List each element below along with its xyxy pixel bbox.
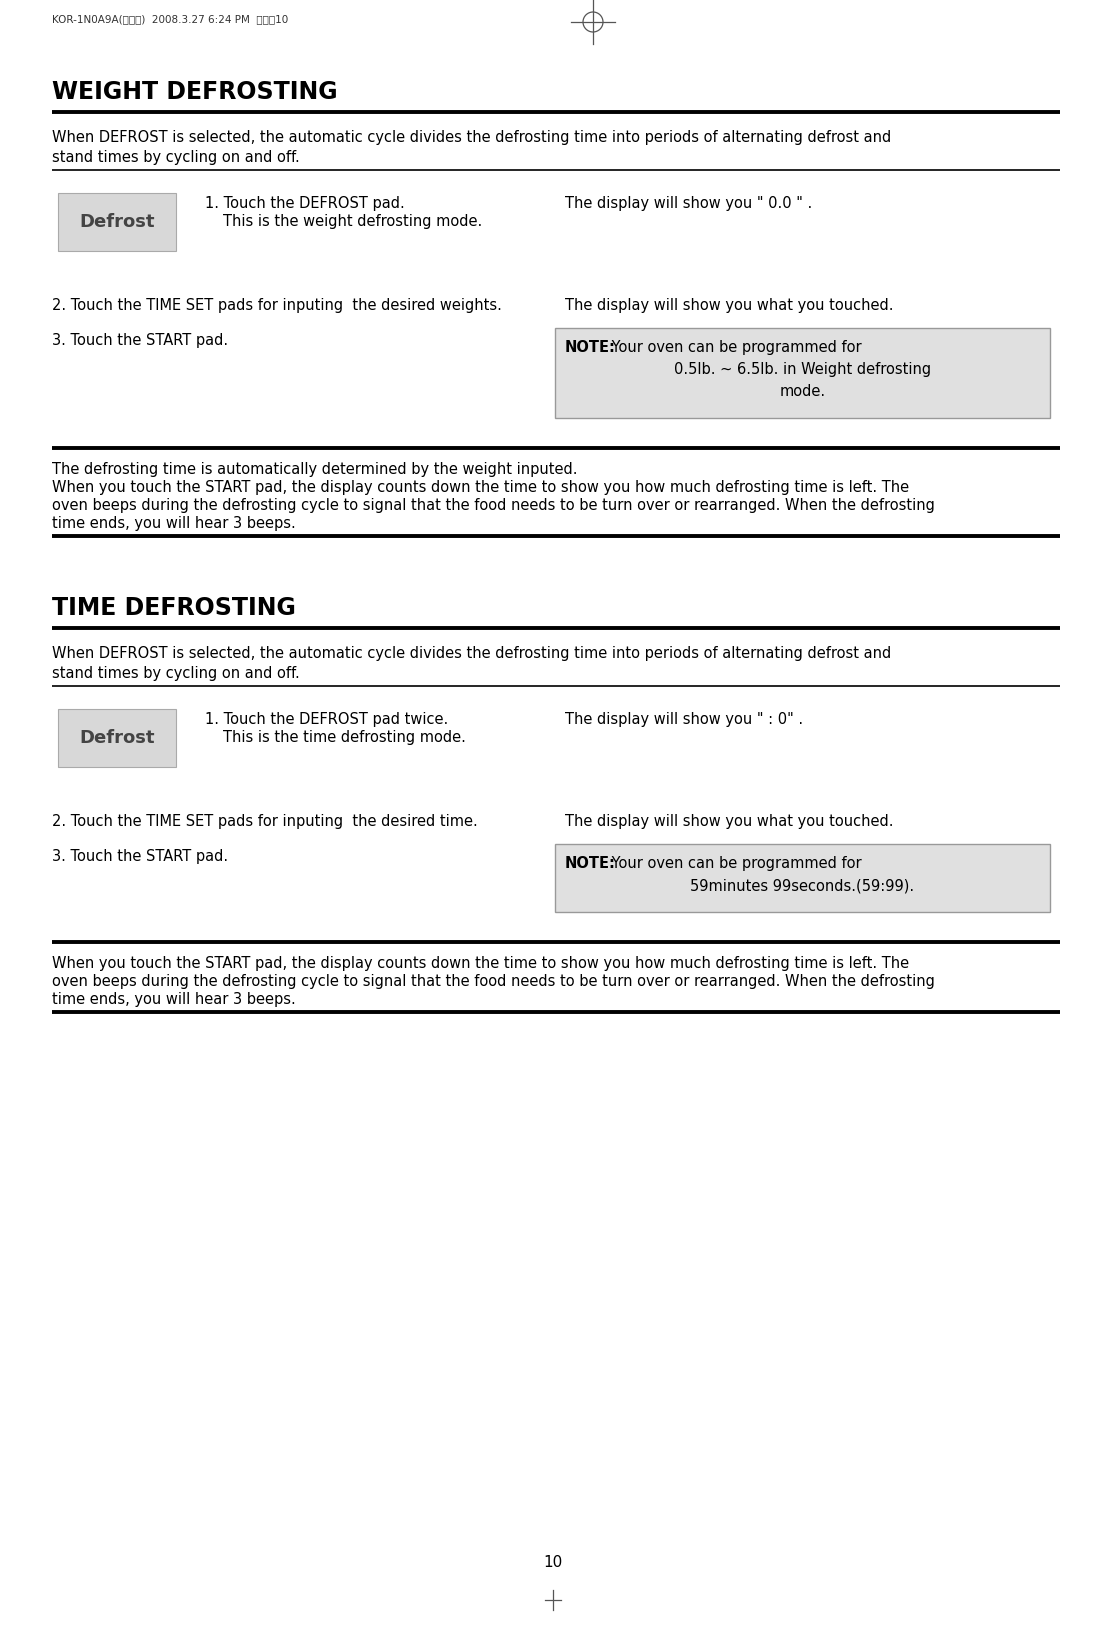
- Text: Defrost: Defrost: [80, 729, 155, 747]
- Text: stand times by cycling on and off.: stand times by cycling on and off.: [52, 150, 300, 164]
- Text: The display will show you what you touched.: The display will show you what you touch…: [565, 298, 894, 312]
- Text: 2. Touch the TIME SET pads for inputing  the desired weights.: 2. Touch the TIME SET pads for inputing …: [52, 298, 502, 312]
- Text: 0.5lb. ~ 6.5lb. in Weight defrosting: 0.5lb. ~ 6.5lb. in Weight defrosting: [674, 361, 931, 377]
- Text: 2. Touch the TIME SET pads for inputing  the desired time.: 2. Touch the TIME SET pads for inputing …: [52, 814, 478, 830]
- Bar: [555, 844, 1050, 913]
- Text: 3. Touch the START pad.: 3. Touch the START pad.: [52, 334, 228, 348]
- Text: mode.: mode.: [780, 384, 825, 399]
- Text: This is the time defrosting mode.: This is the time defrosting mode.: [223, 731, 466, 745]
- Text: KOR-1N0A9A(영기본)  2008.3.27 6:24 PM  페이직10: KOR-1N0A9A(영기본) 2008.3.27 6:24 PM 페이직10: [52, 15, 289, 24]
- Text: 1. Touch the DEFROST pad.: 1. Touch the DEFROST pad.: [205, 195, 405, 212]
- Text: 1. Touch the DEFROST pad twice.: 1. Touch the DEFROST pad twice.: [205, 713, 448, 727]
- Text: TIME DEFROSTING: TIME DEFROSTING: [52, 595, 296, 620]
- Text: stand times by cycling on and off.: stand times by cycling on and off.: [52, 665, 300, 682]
- Text: 59minutes 99seconds.(59:99).: 59minutes 99seconds.(59:99).: [690, 879, 915, 893]
- Text: time ends, you will hear 3 beeps.: time ends, you will hear 3 beeps.: [52, 992, 295, 1007]
- Text: Your oven can be programmed for: Your oven can be programmed for: [607, 856, 862, 870]
- Text: The display will show you what you touched.: The display will show you what you touch…: [565, 814, 894, 830]
- Text: When DEFROST is selected, the automatic cycle divides the defrosting time into p: When DEFROST is selected, the automatic …: [52, 130, 891, 145]
- Text: The display will show you " : 0" .: The display will show you " : 0" .: [565, 713, 803, 727]
- Text: When you touch the START pad, the display counts down the time to show you how m: When you touch the START pad, the displa…: [52, 957, 909, 971]
- Bar: [555, 329, 1050, 418]
- Text: Defrost: Defrost: [80, 213, 155, 231]
- Text: NOTE:: NOTE:: [565, 340, 616, 355]
- Text: The display will show you " 0.0 " .: The display will show you " 0.0 " .: [565, 195, 812, 212]
- Text: oven beeps during the defrosting cycle to signal that the food needs to be turn : oven beeps during the defrosting cycle t…: [52, 975, 935, 989]
- Text: 10: 10: [543, 1555, 563, 1570]
- Text: When DEFROST is selected, the automatic cycle divides the defrosting time into p: When DEFROST is selected, the automatic …: [52, 646, 891, 661]
- Text: This is the weight defrosting mode.: This is the weight defrosting mode.: [223, 215, 482, 229]
- Text: time ends, you will hear 3 beeps.: time ends, you will hear 3 beeps.: [52, 516, 295, 530]
- Text: WEIGHT DEFROSTING: WEIGHT DEFROSTING: [52, 80, 337, 104]
- Bar: [58, 709, 176, 766]
- Text: oven beeps during the defrosting cycle to signal that the food needs to be turn : oven beeps during the defrosting cycle t…: [52, 498, 935, 513]
- Bar: [58, 194, 176, 251]
- Text: Your oven can be programmed for: Your oven can be programmed for: [607, 340, 862, 355]
- Text: 3. Touch the START pad.: 3. Touch the START pad.: [52, 849, 228, 864]
- Text: When you touch the START pad, the display counts down the time to show you how m: When you touch the START pad, the displa…: [52, 480, 909, 495]
- Text: The defrosting time is automatically determined by the weight inputed.: The defrosting time is automatically det…: [52, 462, 577, 477]
- Text: NOTE:: NOTE:: [565, 856, 616, 870]
